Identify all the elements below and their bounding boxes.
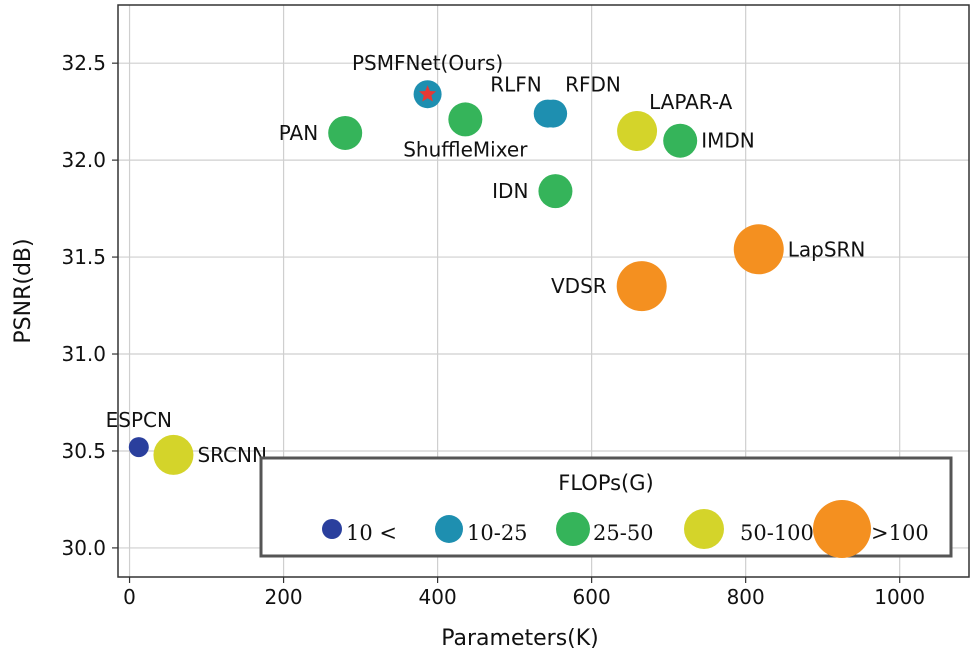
legend: FLOPs(G) 10 < 10-25 25-50 50-100 >100 xyxy=(259,456,953,558)
point-ESPCN xyxy=(128,437,149,458)
point-RFDN xyxy=(539,99,568,128)
y-tick-label: 32.5 xyxy=(61,51,106,75)
point-SRCNN xyxy=(153,434,194,475)
plot-frame xyxy=(117,4,970,578)
point-VDSR xyxy=(616,261,667,312)
legend-marker xyxy=(813,500,871,558)
y-tick-label: 31.0 xyxy=(61,342,106,366)
legend-title: FLOPs(G) xyxy=(558,471,653,495)
x-tick-label: 600 xyxy=(573,585,611,609)
legend-marker xyxy=(435,515,463,543)
legend-marker xyxy=(322,519,342,539)
x-tick-label: 800 xyxy=(727,585,765,609)
y-axis-ticks: 30.0 30.5 31.0 31.5 32.0 32.5 xyxy=(61,51,118,560)
legend-label: 10-25 xyxy=(467,521,528,545)
point-label-LAPAR-A: LAPAR-A xyxy=(649,90,733,114)
point-label-PAN: PAN xyxy=(279,121,318,145)
x-axis-label: Parameters(K) xyxy=(441,626,599,651)
y-tick-label: 31.5 xyxy=(61,245,106,269)
point-label-ShuffleMixer: ShuffleMixer xyxy=(403,137,528,161)
point-label-VDSR: VDSR xyxy=(551,274,607,298)
point-label-RLFN: RLFN xyxy=(490,73,542,97)
x-tick-label: 400 xyxy=(419,585,457,609)
y-tick-label: 30.5 xyxy=(61,439,106,463)
legend-marker xyxy=(684,509,724,549)
point-label-IMDN: IMDN xyxy=(701,129,755,153)
point-label-LapSRN: LapSRN xyxy=(788,237,866,261)
point-LapSRN xyxy=(733,224,784,275)
point-IDN xyxy=(538,174,573,209)
legend-label: 50-100 xyxy=(740,521,814,545)
point-label-ESPCN: ESPCN xyxy=(106,408,172,432)
point-ShuffleMixer xyxy=(448,102,483,137)
x-tick-label: 0 xyxy=(123,585,136,609)
point-LAPAR-A xyxy=(617,111,658,152)
legend-label: 10 < xyxy=(346,521,397,545)
legend-marker xyxy=(556,512,590,546)
y-tick-label: 32.0 xyxy=(61,148,106,172)
x-tick-label: 200 xyxy=(264,585,302,609)
point-IMDN xyxy=(663,123,698,158)
star-marker xyxy=(419,85,437,102)
x-tick-label: 1000 xyxy=(874,585,925,609)
y-tick-label: 30.0 xyxy=(61,536,106,560)
point-label-PSMFNet: PSMFNet(Ours) xyxy=(352,51,503,75)
x-axis-ticks: 0 200 400 600 800 1000 xyxy=(123,577,925,609)
point-label-IDN: IDN xyxy=(492,179,528,203)
legend-label: >100 xyxy=(871,521,929,545)
point-label-RFDN: RFDN xyxy=(565,73,621,97)
point-PAN xyxy=(328,115,363,150)
data-points: ESPCN SRCNN PAN PSMFNet(Ours) ShuffleMixer RL… xyxy=(106,51,866,475)
y-axis-label: PSNR(dB) xyxy=(11,238,36,343)
legend-label: 25-50 xyxy=(593,521,654,545)
point-label-SRCNN: SRCNN xyxy=(197,443,266,467)
